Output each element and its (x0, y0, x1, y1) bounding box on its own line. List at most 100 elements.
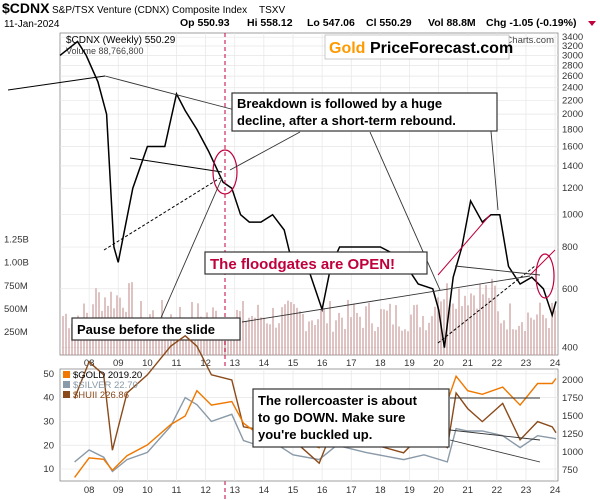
volume-bar (434, 306, 436, 355)
volume-bar (506, 329, 508, 355)
volume-bar (467, 305, 469, 355)
volume-bar (443, 299, 445, 355)
price-tick-label: 1600 (562, 142, 583, 153)
year-tick-label: 10 (142, 358, 153, 369)
year-tick-label: 11 (172, 358, 182, 369)
volume-bar (539, 302, 541, 355)
year-tick-label: 21 (462, 358, 473, 369)
volume-bar (317, 319, 319, 355)
pointer-breakdown-left (104, 75, 236, 111)
metals-year-label: 24 (550, 485, 561, 496)
volume-bar (464, 295, 466, 355)
year-tick-label: 16 (317, 358, 328, 369)
volume-bar (551, 302, 553, 355)
metals-right-tick-label: 750 (562, 465, 578, 476)
volume-bar (341, 317, 343, 355)
metals-pointer-3 (449, 439, 541, 463)
metals-right-tick-label: 1000 (562, 447, 583, 458)
volume-bar (158, 326, 160, 355)
volume-bar (314, 324, 316, 355)
legend-hui: $HUII 226.86 (73, 390, 129, 401)
volume-label: Vol 88.8M (428, 17, 476, 29)
volume-bar (350, 317, 352, 355)
metals-year-label: 22 (492, 485, 503, 496)
volume-bar (488, 297, 490, 355)
volume-bar (218, 327, 220, 355)
resistance-line (129, 157, 223, 173)
volume-bar (332, 331, 334, 355)
volume-bar (497, 311, 499, 355)
support-dashed-line-2 (437, 265, 536, 344)
metals-right-tick-label: 1250 (562, 429, 583, 440)
volume-bar (524, 330, 526, 355)
metals-year-label: 15 (288, 485, 299, 496)
brand-gold-word: Gold (329, 40, 365, 57)
metals-right-tick-label: 1500 (562, 411, 583, 422)
legend-volume: Volume 88,766,800 (66, 46, 144, 56)
volume-bar (413, 305, 415, 355)
metals-left-tick-label: 30 (43, 416, 54, 427)
pointer-floodgates (454, 265, 541, 276)
brand-logo: Gold PriceForecast.com (324, 34, 513, 60)
current-circle (535, 253, 555, 299)
volume-bar (425, 330, 427, 355)
volume-bar (509, 303, 511, 355)
volume-bar (491, 278, 493, 355)
rollercoaster-callout: The rollercoaster is about to go DOWN. M… (252, 388, 450, 448)
volume-bar (437, 297, 439, 355)
open-label: Op 550.93 (180, 17, 230, 29)
trend-line-left (7, 75, 106, 91)
volume-bar (320, 309, 322, 355)
volume-bar (389, 303, 391, 355)
metals-left-tick-label: 10 (43, 464, 54, 475)
volume-bar (242, 301, 244, 355)
volume-bar (278, 323, 280, 355)
volume-tick-label: 1.25B (4, 235, 29, 246)
volume-bar (293, 304, 295, 355)
volume-bar (80, 329, 82, 355)
volume-bar (62, 316, 64, 355)
volume-bar (188, 329, 190, 355)
year-tick-label: 20 (433, 358, 444, 369)
volume-bar (251, 315, 253, 355)
volume-bar (500, 323, 502, 355)
metals-year-label: 19 (404, 485, 415, 496)
volume-bar (446, 283, 448, 355)
legend-gold: $GOLD 2019.20 (73, 370, 142, 381)
price-tick-label: 400 (562, 343, 578, 354)
pointer-pause-right (241, 275, 531, 323)
volume-bar (398, 326, 400, 355)
volume-bar (344, 329, 346, 355)
volume-bar (311, 320, 313, 355)
volume-bar (305, 331, 307, 355)
volume-bar (554, 310, 556, 355)
legend-gold-swatch (63, 371, 70, 378)
high-label: Hi 558.12 (247, 17, 293, 29)
price-tick-label: 3200 (562, 41, 583, 52)
volume-bar (473, 295, 475, 355)
price-axis-ticks: 400 600 800 1000 1200 1400 1600 1800 2000 2200240… (562, 32, 583, 353)
metals-left-tick-label: 50 (43, 369, 54, 380)
price-tick-label: 800 (562, 242, 578, 253)
volume-tick-label: 250M (4, 327, 28, 338)
volume-bar (248, 317, 250, 355)
volume-bar (518, 325, 520, 355)
volume-bar (287, 300, 289, 355)
metals-year-label: 17 (346, 485, 357, 496)
roller-text-3: you're buckled up. (258, 427, 372, 442)
volume-bar (386, 310, 388, 355)
volume-bar (347, 299, 349, 355)
volume-bar (134, 328, 136, 355)
volume-bar (356, 312, 358, 355)
pointer-breakdown-mid1 (229, 131, 301, 171)
low-label: Lo 547.06 (307, 17, 355, 29)
breakdown-text-1: Breakdown is followed by a huge (237, 96, 442, 111)
roller-text-1: The rollercoaster is about (258, 393, 418, 408)
volume-bar (359, 316, 361, 355)
volume-bar (449, 304, 451, 355)
volume-tick-label: 500M (4, 304, 28, 315)
floodgates-text: The floodgates are OPEN! (210, 256, 395, 273)
volume-bar (461, 306, 463, 355)
price-tick-label: 3000 (562, 50, 583, 61)
